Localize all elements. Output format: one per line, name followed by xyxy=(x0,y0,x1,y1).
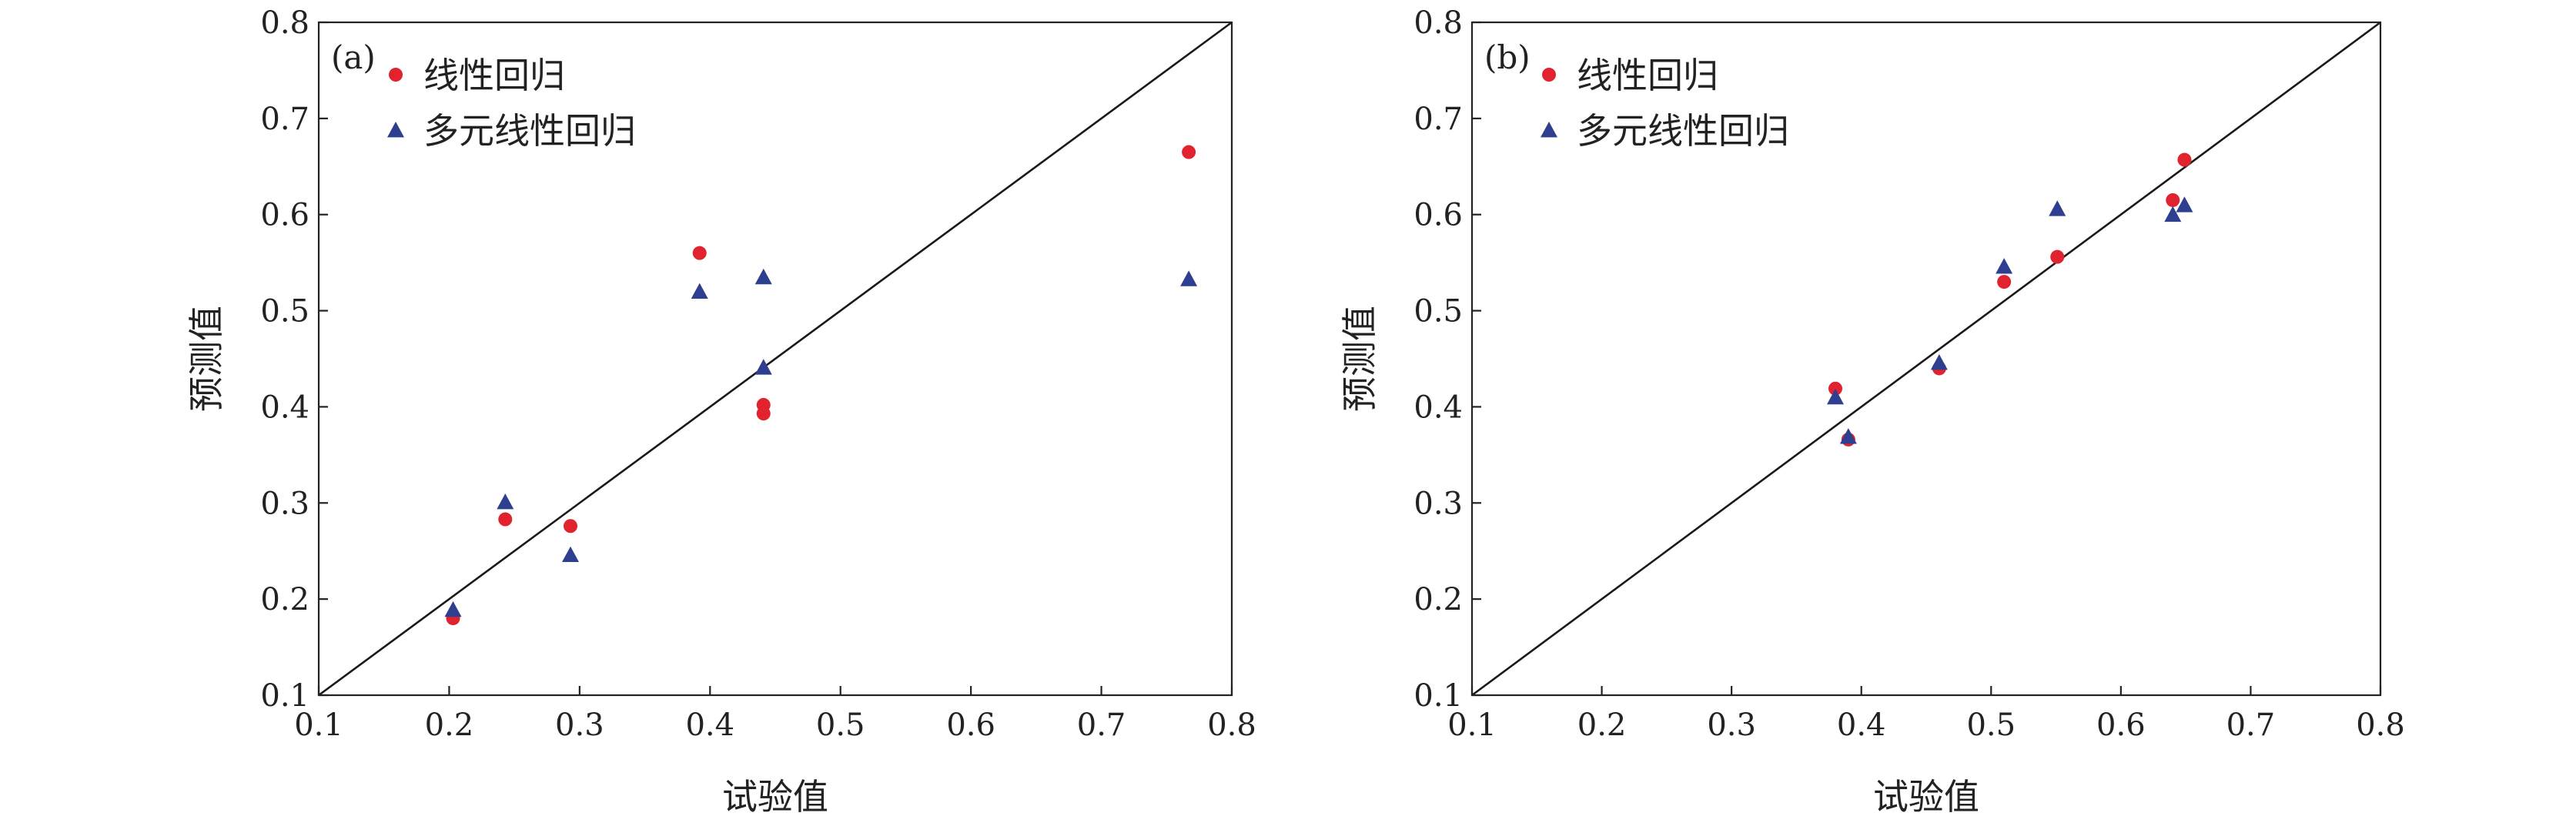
plot-frame xyxy=(1470,21,2382,697)
plot-frame xyxy=(317,21,1233,697)
legend-marker xyxy=(389,68,403,82)
series-multiple-linear-regression xyxy=(444,268,1198,617)
data-point-triangle xyxy=(754,268,772,285)
y-tick-label: 0.2 xyxy=(1413,582,1463,617)
data-point-circle xyxy=(692,246,707,260)
y-tick-label: 0.1 xyxy=(260,678,309,714)
data-point-triangle xyxy=(1180,270,1198,286)
data-point-circle xyxy=(2177,152,2192,167)
series-multiple-linear-regression xyxy=(1827,196,2193,444)
data-point-circle xyxy=(563,519,577,534)
reference-line xyxy=(1471,21,2381,697)
data-point-circle xyxy=(1182,145,1196,159)
y-tick-label: 0.1 xyxy=(1413,678,1463,714)
data-point-circle xyxy=(1828,381,1842,396)
x-tick-label: 0.4 xyxy=(685,708,734,743)
data-point-triangle xyxy=(1930,353,1948,370)
data-point-triangle xyxy=(497,493,514,510)
y-tick-label: 0.3 xyxy=(260,486,309,521)
x-tick-label: 0.1 xyxy=(1447,708,1497,743)
data-point-triangle xyxy=(1839,428,1857,444)
x-tick-label: 0.6 xyxy=(946,708,995,743)
y-tick-label: 0.7 xyxy=(1413,102,1463,137)
x-tick-label: 0.8 xyxy=(1207,708,1256,743)
panel-label: (b) xyxy=(1484,38,1531,76)
panel-label: (a) xyxy=(331,38,376,76)
data-point-triangle xyxy=(2049,200,2066,216)
legend-marker xyxy=(387,122,404,138)
scatter-panel-a: 0.1 0.2 0.3 0.4 0.5 0.6 0.7 0.8 0.1 0.2 0.3 0.4 0.5 0… xyxy=(186,5,1256,818)
legend-label: 线性回归 xyxy=(1577,55,1718,96)
x-tick-label: 0.7 xyxy=(2226,708,2276,743)
series-linear-regression xyxy=(446,145,1196,626)
data-point-circle xyxy=(1997,275,2012,289)
y-tick-label: 0.3 xyxy=(1413,486,1463,521)
y-tick-label: 0.2 xyxy=(260,582,309,617)
y-axis-label: 预测值 xyxy=(186,306,227,412)
x-tick-label: 0.7 xyxy=(1077,708,1126,743)
y-tick-label: 0.4 xyxy=(260,390,309,425)
x-tick-label: 0.3 xyxy=(555,708,604,743)
data-point-triangle xyxy=(2176,196,2193,212)
data-point-triangle xyxy=(561,546,579,563)
y-tick-label: 0.5 xyxy=(1413,294,1463,330)
x-tick-label: 0.8 xyxy=(2356,708,2405,743)
data-point-circle xyxy=(2050,249,2065,264)
y-tick-label: 0.4 xyxy=(1413,390,1463,425)
data-point-circle xyxy=(2166,192,2180,207)
data-point-triangle xyxy=(2164,206,2182,222)
y-tick-label: 0.6 xyxy=(1413,198,1463,233)
series-linear-regression xyxy=(1828,152,2192,447)
y-tick-label: 0.8 xyxy=(260,5,309,41)
legend-label: 线性回归 xyxy=(423,55,565,96)
scatter-panel-b: 0.1 0.2 0.3 0.4 0.5 0.6 0.7 0.8 0.1 0.2 0.3 0.4 0.5 0… xyxy=(1339,5,2405,818)
legend-marker xyxy=(1541,122,1557,138)
data-point-triangle xyxy=(444,601,462,617)
x-tick-label: 0.1 xyxy=(294,708,343,743)
data-point-triangle xyxy=(754,359,772,375)
x-tick-label: 0.4 xyxy=(1837,708,1886,743)
data-point-circle xyxy=(756,406,771,421)
x-tick-label: 0.3 xyxy=(1707,708,1756,743)
data-point-triangle xyxy=(1996,258,2013,274)
y-tick-label: 0.6 xyxy=(260,198,309,233)
data-point-circle xyxy=(498,512,513,527)
x-tick-label: 0.2 xyxy=(1577,708,1627,743)
x-tick-label: 0.5 xyxy=(1966,708,2016,743)
y-tick-label: 0.8 xyxy=(1413,5,1463,41)
reference-line xyxy=(318,21,1233,697)
legend-label: 多元线性回归 xyxy=(423,110,636,152)
x-tick-label: 0.6 xyxy=(2096,708,2146,743)
y-axis-label: 预测值 xyxy=(1339,306,1380,412)
x-axis-label: 试验值 xyxy=(1873,776,1979,818)
data-point-triangle xyxy=(691,283,708,299)
x-axis-label: 试验值 xyxy=(722,776,828,818)
x-tick-label: 0.2 xyxy=(425,708,474,743)
y-tick-label: 0.5 xyxy=(260,294,309,330)
data-point-triangle xyxy=(1827,388,1844,405)
x-tick-label: 0.5 xyxy=(816,708,865,743)
y-tick-label: 0.7 xyxy=(260,102,309,137)
legend-label: 多元线性回归 xyxy=(1577,110,1789,152)
legend-marker xyxy=(1542,68,1556,82)
